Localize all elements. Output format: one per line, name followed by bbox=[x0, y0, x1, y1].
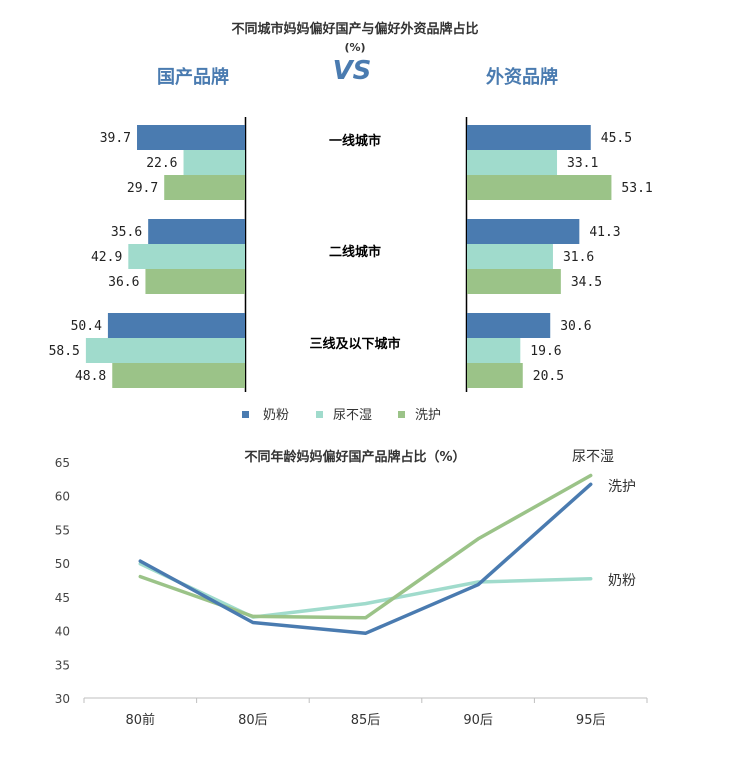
legend-label-care: 洗护 bbox=[415, 408, 441, 423]
bar-right-care-2 bbox=[467, 363, 523, 388]
vs-label: VS bbox=[333, 56, 372, 86]
bar-left-milk-2 bbox=[107, 313, 245, 338]
bar-left-care-2 bbox=[112, 363, 245, 388]
right-heading: 外资品牌 bbox=[486, 66, 558, 88]
bar-right-milk-2 bbox=[467, 313, 551, 338]
y-tick-label-0: 30 bbox=[55, 692, 70, 706]
bar-left-care-1 bbox=[145, 269, 245, 294]
bar-left-milk-0 bbox=[137, 125, 245, 150]
bar-right-label-care-2: 20.5 bbox=[533, 369, 564, 384]
bar-right-care-1 bbox=[467, 269, 561, 294]
bar-left-care-0 bbox=[164, 175, 245, 200]
bar-left-label-milk-1: 35.6 bbox=[111, 225, 142, 240]
bar-right-diaper-0 bbox=[467, 150, 558, 175]
y-tick-label-4: 50 bbox=[55, 557, 70, 571]
bar-right-label-milk-0: 45.5 bbox=[601, 131, 632, 146]
line-chart-axes: 30 35 40 45 50 55 60 65 80前 80后 85后 90后 95后 bbox=[55, 456, 648, 728]
y-tick-label-3: 45 bbox=[55, 591, 70, 605]
bar-marks: 39.7 45.5 22.6 33.1 29.7 53.1 35.6 41.3 42.9 31.6… bbox=[49, 125, 653, 388]
legend-swatch-milk bbox=[242, 411, 249, 418]
category-label-tier3: 三线及以下城市 bbox=[309, 336, 400, 352]
bar-left-label-diaper-0: 22.6 bbox=[146, 156, 177, 171]
x-tick-label-2: 85后 bbox=[351, 713, 381, 728]
bar-left-label-care-0: 29.7 bbox=[127, 181, 158, 196]
y-tick-label-1: 35 bbox=[55, 658, 70, 672]
bar-left-diaper-1 bbox=[128, 244, 245, 269]
legend-swatch-care bbox=[398, 411, 405, 418]
bar-chart-title: 不同城市妈妈偏好国产与偏好外资品牌占比 bbox=[231, 21, 478, 37]
end-label-diaper: 尿不湿 bbox=[572, 449, 614, 465]
bar-right-diaper-1 bbox=[467, 244, 553, 269]
x-tick-label-0: 80前 bbox=[126, 712, 156, 728]
bar-left-label-milk-2: 50.4 bbox=[71, 319, 102, 334]
bar-left-milk-1 bbox=[148, 219, 245, 244]
bar-right-milk-0 bbox=[467, 125, 591, 150]
line-chart-series bbox=[138, 473, 593, 636]
bar-chart-unit: (%) bbox=[344, 41, 365, 54]
legend-swatch-diaper bbox=[316, 411, 323, 418]
bar-left-label-diaper-1: 42.9 bbox=[91, 250, 122, 265]
category-label-tier2: 二线城市 bbox=[329, 244, 381, 260]
bar-right-milk-1 bbox=[467, 219, 580, 244]
y-tick-label-6: 60 bbox=[55, 490, 70, 504]
x-tick-label-4: 95后 bbox=[576, 713, 606, 728]
bar-right-label-milk-2: 30.6 bbox=[560, 319, 591, 334]
bar-left-diaper-0 bbox=[183, 150, 245, 175]
bar-left-label-diaper-2: 58.5 bbox=[49, 344, 80, 359]
category-label-tier1: 一线城市 bbox=[329, 133, 381, 149]
legend-label-diaper: 尿不湿 bbox=[333, 408, 372, 423]
x-tick-label-1: 80后 bbox=[238, 713, 268, 728]
bar-right-label-care-1: 34.5 bbox=[571, 275, 602, 290]
bar-right-label-milk-1: 41.3 bbox=[589, 225, 620, 240]
bar-right-label-diaper-1: 31.6 bbox=[563, 250, 594, 265]
end-label-milk: 奶粉 bbox=[608, 573, 636, 589]
bar-right-label-care-0: 53.1 bbox=[621, 181, 652, 196]
left-heading: 国产品牌 bbox=[157, 66, 229, 88]
line-chart-title: 不同年龄妈妈偏好国产品牌占比（%） bbox=[244, 449, 465, 465]
bar-right-label-diaper-0: 33.1 bbox=[567, 156, 598, 171]
y-tick-label-2: 40 bbox=[55, 625, 70, 639]
bar-right-care-0 bbox=[467, 175, 612, 200]
bar-left-diaper-2 bbox=[85, 338, 245, 363]
bar-left-label-milk-0: 39.7 bbox=[100, 131, 131, 146]
bar-left-label-care-1: 36.6 bbox=[108, 275, 139, 290]
bar-right-label-diaper-2: 19.6 bbox=[530, 344, 561, 359]
x-tick-label-3: 90后 bbox=[463, 713, 493, 728]
end-label-care: 洗护 bbox=[608, 479, 636, 495]
bar-right-diaper-2 bbox=[467, 338, 521, 363]
legend-label-milk: 奶粉 bbox=[263, 408, 289, 423]
bar-left-label-care-2: 48.8 bbox=[75, 369, 106, 384]
y-tick-label-5: 55 bbox=[55, 523, 70, 537]
line-series-diaper bbox=[138, 562, 593, 619]
line-series-milk bbox=[138, 482, 593, 636]
y-tick-label-7: 65 bbox=[55, 456, 70, 470]
